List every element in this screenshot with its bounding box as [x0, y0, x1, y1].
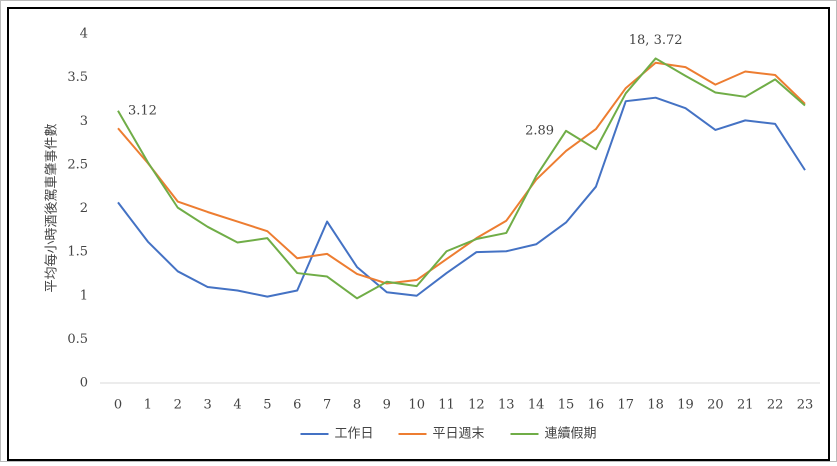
y-tick-label: 3 [80, 114, 88, 129]
x-tick-label: 5 [263, 398, 271, 413]
x-tick-label: 18 [647, 398, 664, 413]
x-tick-label: 8 [353, 398, 361, 413]
series-line [117, 57, 806, 300]
x-tick-label: 19 [677, 398, 694, 413]
x-tick-label: 12 [468, 398, 485, 413]
x-tick-label: 23 [797, 398, 814, 413]
x-tick-label: 0 [114, 398, 122, 413]
y-tick-label: 4 [80, 27, 88, 42]
y-tick-label: 0 [80, 376, 88, 391]
legend-label: 平日週末 [433, 427, 485, 442]
series-line [117, 96, 806, 298]
x-tick-label: 2 [174, 398, 182, 413]
x-tick-label: 20 [707, 398, 724, 413]
y-tick-label: 2 [80, 201, 88, 216]
series-line [117, 61, 806, 285]
y-axis-label: 平均每小時酒後駕車肇事件數 [44, 123, 60, 292]
x-tick-label: 7 [323, 398, 331, 413]
x-tick-label: 21 [737, 398, 754, 413]
x-tick-label: 22 [767, 398, 784, 413]
x-tick-label: 15 [558, 398, 575, 413]
x-tick-label: 10 [408, 398, 425, 413]
y-tick-label: 0.5 [67, 332, 88, 347]
x-tick-label: 14 [528, 398, 545, 413]
y-tick-label: 3.5 [67, 70, 88, 85]
legend-label: 工作日 [335, 427, 374, 442]
x-tick-label: 13 [498, 398, 515, 413]
y-tick-label: 1.5 [67, 245, 88, 260]
legend-label: 連續假期 [545, 427, 597, 442]
x-tick-label: 16 [588, 398, 605, 413]
x-tick-label: 6 [293, 398, 301, 413]
x-tick-label: 3 [203, 398, 211, 413]
annotation: 18, 3.72 [629, 33, 683, 48]
y-tick-label: 1 [80, 288, 88, 303]
annotation: 3.12 [128, 103, 157, 118]
x-tick-label: 4 [233, 398, 241, 413]
x-tick-label: 11 [438, 398, 455, 413]
x-tick-label: 17 [618, 398, 635, 413]
annotation: 2.89 [525, 123, 554, 138]
chart-frame [7, 7, 830, 461]
x-tick-label: 9 [383, 398, 391, 413]
y-tick-label: 2.5 [67, 157, 88, 172]
x-tick-label: 1 [144, 398, 152, 413]
